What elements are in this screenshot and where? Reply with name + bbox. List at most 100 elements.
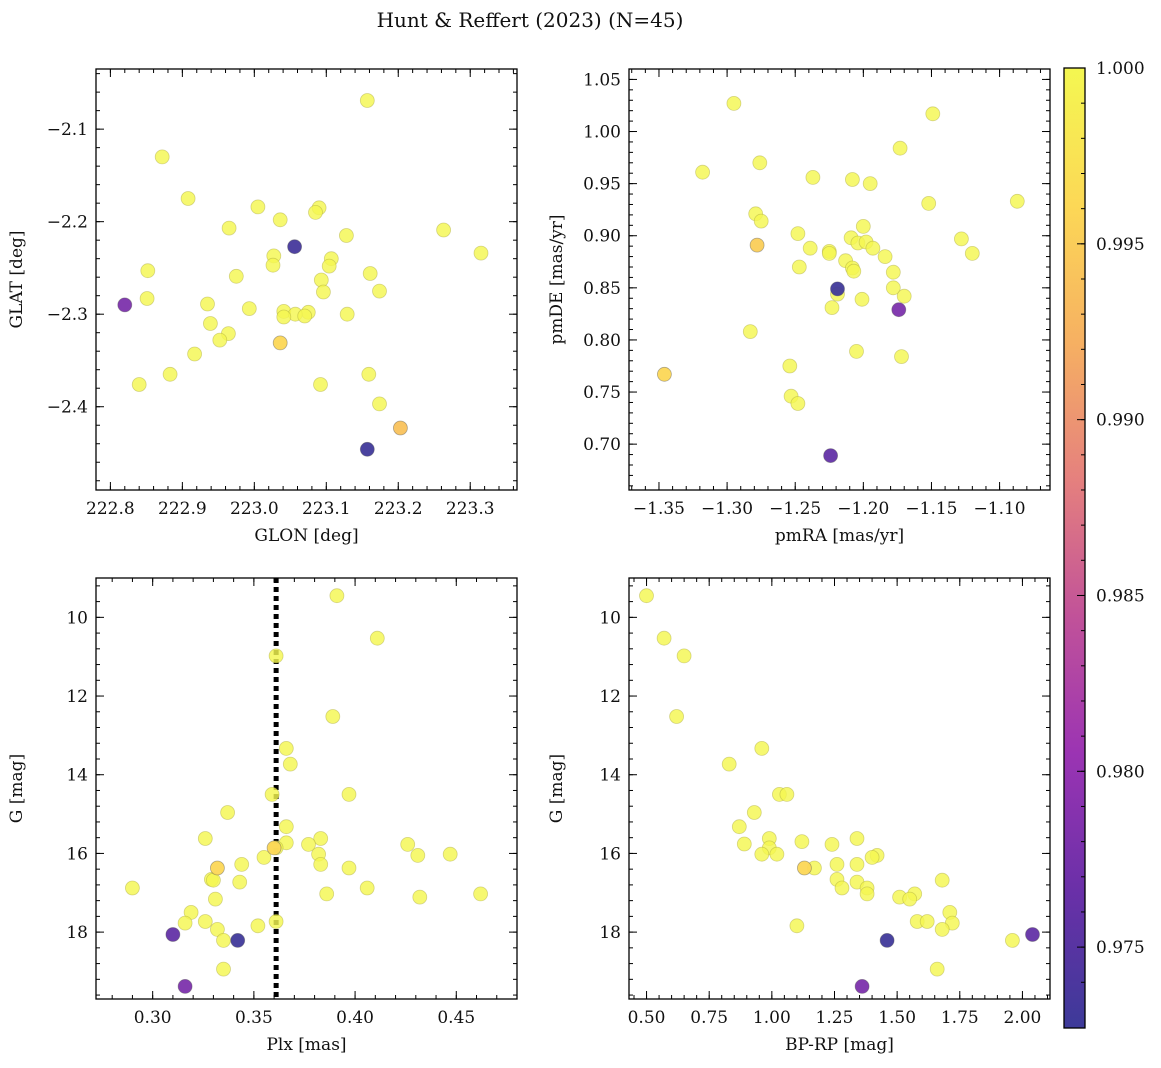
data-point — [473, 245, 489, 261]
data-point — [834, 880, 850, 896]
data-point — [183, 905, 199, 920]
data-point — [925, 106, 941, 122]
x-tick-label: −1.15 — [905, 499, 957, 519]
data-point — [902, 891, 918, 907]
data-point — [359, 93, 375, 108]
data-point — [639, 588, 654, 604]
data-point — [400, 837, 416, 852]
data-point — [752, 155, 768, 171]
figure-title: Hunt & Reffert (2023) (N=45) — [377, 8, 684, 32]
data-point — [824, 837, 840, 852]
scatter-panel-3: 0.30 0.35 0.40 0.45 10 12 14 16 18 Plx [mas] G [ma… — [7, 577, 518, 1055]
data-point — [140, 263, 156, 279]
data-point — [220, 805, 236, 820]
data-point — [864, 850, 880, 865]
plot-area — [629, 69, 1050, 490]
data-point — [282, 756, 298, 772]
y-tick-label: −2.4 — [47, 398, 88, 418]
data-point — [934, 922, 950, 937]
data-point — [321, 258, 337, 274]
data-point — [250, 918, 266, 934]
data-point — [726, 96, 742, 111]
x-tick-label: 0.40 — [336, 1008, 374, 1028]
data-point — [885, 280, 901, 296]
data-point — [1009, 193, 1025, 209]
scatter-panel-4: 0.50 0.75 1.00 1.25 1.50 1.75 2.00 10 12 14 16 18 BP… — [547, 577, 1051, 1055]
x-tick-label: 1.25 — [816, 1008, 854, 1028]
data-point — [859, 886, 875, 902]
colorbar-tick-label: 0.980 — [1096, 762, 1145, 782]
data-point — [278, 819, 294, 835]
data-point — [369, 630, 385, 646]
ticks — [95, 69, 517, 490]
data-point — [297, 308, 313, 324]
colorbar-tick-label: 0.975 — [1096, 938, 1145, 958]
data-point — [124, 880, 140, 896]
data-point — [319, 886, 335, 902]
axes-frame — [628, 577, 1051, 1000]
x-tick-label: 0.30 — [134, 1008, 172, 1028]
data-point — [442, 846, 458, 862]
y-tick-label: 12 — [66, 687, 88, 707]
data-point — [256, 850, 272, 865]
data-point — [276, 309, 292, 325]
data-point — [338, 228, 354, 243]
points — [124, 578, 489, 999]
data-point — [934, 872, 950, 888]
data-point — [209, 922, 225, 937]
data-point — [892, 140, 908, 156]
data-point — [287, 239, 303, 255]
colorbar: 0.975 0.980 0.985 0.990 0.995 1.000 — [1063, 59, 1145, 1029]
y-tick-label: 12 — [599, 687, 621, 707]
y-tick-label: −2.2 — [47, 213, 88, 233]
data-point — [216, 961, 231, 977]
data-point — [823, 448, 838, 464]
data-point — [919, 914, 935, 929]
data-point — [657, 366, 672, 382]
data-point — [234, 857, 250, 872]
data-point — [473, 886, 489, 902]
data-point — [325, 709, 341, 724]
data-point — [187, 346, 203, 362]
data-point — [359, 441, 375, 457]
x-tick-label: 222.9 — [158, 499, 207, 519]
y-tick-label: 0.80 — [583, 331, 621, 351]
colorbar-frame — [1063, 67, 1086, 1029]
colorbar-tick-label: 0.985 — [1096, 586, 1145, 606]
data-point — [865, 240, 881, 256]
data-point — [308, 204, 323, 220]
data-point — [162, 366, 178, 382]
data-point — [250, 199, 266, 215]
data-point — [313, 377, 328, 392]
scatter-panel-2: −1.35 −1.30 −1.25 −1.20 −1.15 −1.10 0.70 0.75 0.… — [547, 68, 1051, 546]
data-point — [341, 787, 357, 802]
data-point — [216, 933, 231, 948]
data-point — [676, 648, 692, 664]
data-point — [1005, 933, 1020, 948]
points — [657, 96, 1025, 464]
y-tick-label: 0.95 — [583, 175, 621, 195]
y-tick-label: 16 — [66, 844, 88, 864]
x-tick-label: 0.45 — [437, 1008, 475, 1028]
x-tick-label: 223.3 — [446, 499, 495, 519]
data-point — [301, 837, 316, 852]
x-axis-label: pmRA [mas/yr] — [775, 526, 904, 546]
data-point — [790, 396, 806, 411]
x-tick-label: 0.50 — [628, 1008, 666, 1028]
ticks — [629, 68, 1050, 490]
y-axis-label: G [mag] — [7, 754, 27, 823]
data-point — [177, 979, 193, 994]
data-point — [754, 741, 770, 756]
x-tick-label: 1.75 — [941, 1008, 979, 1028]
data-point — [830, 281, 845, 297]
data-point — [339, 306, 355, 322]
colorbar-tick-label: 0.990 — [1096, 411, 1145, 431]
data-point — [341, 860, 357, 876]
data-point — [197, 914, 213, 929]
y-tick-label: 16 — [599, 844, 621, 864]
data-point — [197, 831, 213, 846]
data-point — [742, 324, 758, 340]
scatter-panel-1: 222.8 222.9 223.0 223.1 223.2 223.3 −2.1 −2.2 −2… — [7, 68, 518, 546]
data-point — [362, 266, 378, 281]
